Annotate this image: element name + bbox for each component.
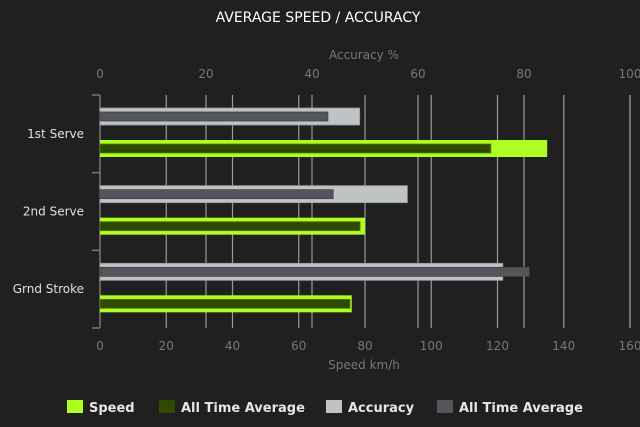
category-label: 1st Serve	[27, 127, 84, 141]
legend-swatch	[67, 400, 83, 413]
accuracy-tick-label: 20	[198, 67, 213, 81]
accuracy-tick-label: 0	[96, 67, 104, 81]
legend-label: All Time Average	[459, 401, 583, 416]
accuracy-tick-label: 40	[304, 67, 319, 81]
accuracy-tick-label: 100	[619, 67, 640, 81]
legend-label: All Time Average	[181, 401, 305, 416]
speed-tick-label: 100	[420, 339, 443, 353]
accuracy-tick-label: 60	[410, 67, 425, 81]
accuracy-average-bar	[99, 189, 334, 200]
speed-tick-label: 20	[159, 339, 174, 353]
accuracy-tick-label: 80	[516, 67, 531, 81]
speed-tick-label: 40	[225, 339, 240, 353]
category-label: 2nd Serve	[23, 205, 84, 219]
accuracy-average-bar	[99, 111, 329, 122]
legend-swatch	[159, 400, 175, 413]
legend-swatch	[437, 400, 453, 413]
speed-average-bar	[99, 143, 492, 154]
speed-tick-label: 60	[291, 339, 306, 353]
accuracy-average-bar	[99, 266, 530, 277]
speed-average-bar	[99, 221, 361, 232]
legend: Speed All Time Average Accuracy All Time Av…	[67, 400, 583, 416]
speed-tick-label: 80	[357, 339, 372, 353]
speed-average-bar	[99, 298, 351, 309]
bottom-axis-label: Speed km/h	[328, 358, 400, 372]
legend-swatch	[326, 400, 342, 413]
speed-tick-label: 140	[552, 339, 575, 353]
legend-label: Speed	[89, 401, 135, 416]
speed-tick-label: 160	[619, 339, 640, 353]
top-axis-label: Accuracy %	[329, 48, 399, 62]
speed-tick-label: 0	[96, 339, 104, 353]
speed-tick-label: 120	[486, 339, 509, 353]
legend-label: Accuracy	[348, 401, 415, 416]
category-label: Grnd Stroke	[13, 282, 84, 296]
chart-title: AVERAGE SPEED / ACCURACY	[216, 10, 421, 26]
